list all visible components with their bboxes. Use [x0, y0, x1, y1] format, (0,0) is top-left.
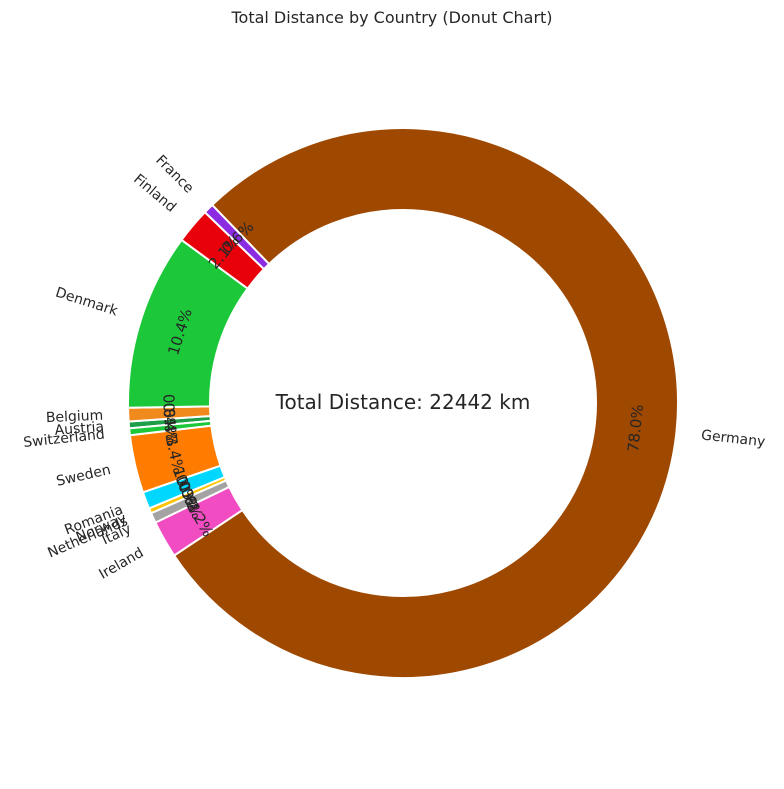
- pct-label-austria: 0.4%: [159, 402, 180, 441]
- country-label-sweden: Sweden: [55, 462, 113, 490]
- country-label-germany: Germany: [700, 427, 766, 450]
- country-label-ireland: Ireland: [96, 545, 146, 583]
- slice-switzerland: [128, 419, 213, 437]
- country-label-austria: Austria: [54, 419, 105, 439]
- country-label-denmark: Denmark: [53, 285, 120, 320]
- pct-label-germany: 78.0%: [624, 404, 647, 453]
- pct-label-switzerland: 0.4%: [159, 408, 181, 448]
- pct-label-belgium: 0.8%: [159, 393, 179, 432]
- center-label: Total Distance: 22442 km: [275, 390, 531, 414]
- slices-layer: [127, 127, 679, 679]
- country-label-switzerland: Switzerland: [23, 426, 106, 450]
- country-label-belgium: Belgium: [46, 408, 104, 426]
- chart-title: Total Distance by Country (Donut Chart): [231, 8, 553, 27]
- slice-germany: [172, 127, 679, 679]
